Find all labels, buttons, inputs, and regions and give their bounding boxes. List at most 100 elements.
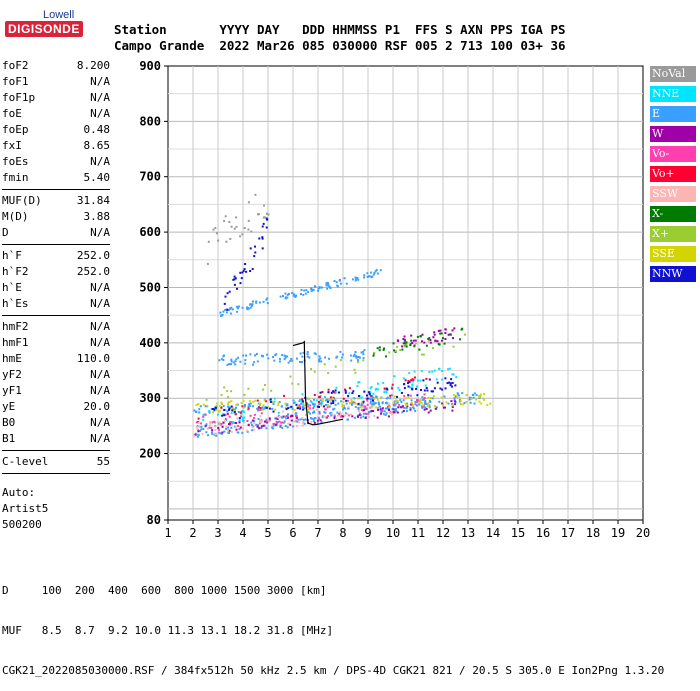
- echo-point: [228, 415, 231, 418]
- header-values: Campo Grande 2022 Mar26 085 030000 RSF 0…: [114, 38, 566, 53]
- echo-point: [447, 368, 450, 371]
- echo-point: [449, 382, 452, 385]
- echo-point: [348, 392, 351, 395]
- echo-point: [295, 294, 298, 297]
- echo-point: [337, 402, 340, 405]
- echo-point: [306, 404, 309, 406]
- echo-point: [339, 412, 342, 415]
- echo-point: [236, 431, 239, 434]
- echo-point: [349, 402, 352, 405]
- echo-point: [333, 407, 336, 410]
- echo-point: [336, 411, 339, 414]
- parameter-panel: foF2 8.200 foF1 N/A foF1p N/A foE N/A foEp 0.48 fx…: [2, 58, 110, 533]
- echo-point: [364, 407, 367, 410]
- echo-point: [353, 416, 356, 419]
- echo-point: [241, 405, 244, 408]
- echo-point: [461, 392, 464, 395]
- echo-point: [208, 426, 211, 429]
- param-value: N/A: [90, 155, 110, 168]
- echo-point: [236, 287, 238, 290]
- echo-point: [374, 406, 377, 409]
- echo-point: [411, 383, 414, 386]
- echo-point: [369, 406, 372, 409]
- echo-point: [259, 407, 262, 409]
- echo-point: [218, 409, 221, 412]
- echo-point: [210, 426, 213, 429]
- echo-point: [305, 414, 307, 416]
- logo-brand: Lowell: [43, 9, 75, 21]
- echo-point: [247, 405, 250, 408]
- echo-point: [376, 388, 379, 391]
- echo-point: [229, 406, 232, 409]
- echo-point: [333, 417, 336, 420]
- echo-point: [239, 415, 242, 418]
- echo-point: [354, 279, 357, 282]
- param-name: hmE: [2, 352, 22, 365]
- echo-point: [252, 363, 254, 366]
- echo-point: [414, 339, 417, 342]
- echo-point: [291, 382, 294, 385]
- echo-point: [225, 425, 228, 428]
- param-row: hmF1 N/A: [2, 335, 110, 351]
- param-name: M(D): [2, 210, 29, 223]
- echo-point: [293, 420, 296, 423]
- echo-point: [392, 408, 395, 411]
- echo-point: [453, 327, 456, 330]
- echo-point: [231, 409, 234, 412]
- echo-point: [428, 378, 431, 381]
- param-row: yE 20.0: [2, 399, 110, 415]
- echo-point: [358, 395, 360, 397]
- echo-point: [357, 361, 359, 364]
- echo-point: [413, 407, 415, 410]
- echo-point: [383, 391, 386, 394]
- y-tick-label: 900: [139, 59, 161, 73]
- echo-point: [460, 328, 463, 331]
- echo-point: [266, 218, 269, 221]
- echo-point: [217, 421, 220, 424]
- echo-point: [226, 410, 229, 413]
- echo-point: [274, 354, 277, 357]
- echo-point: [427, 397, 430, 399]
- echo-point: [362, 415, 365, 418]
- echo-point: [213, 408, 216, 411]
- echo-point: [395, 350, 397, 353]
- echo-point: [333, 391, 336, 394]
- echo-point: [444, 328, 447, 331]
- echo-point: [309, 417, 312, 420]
- echo-point: [433, 333, 436, 336]
- echo-point: [401, 345, 404, 348]
- y-tick-label: 200: [139, 447, 161, 461]
- echo-point: [387, 402, 390, 405]
- param-separator: [2, 473, 110, 474]
- echo-point: [446, 382, 449, 385]
- echo-point: [472, 396, 475, 399]
- echo-point: [230, 430, 233, 433]
- echo-point: [325, 403, 327, 406]
- echo-point: [363, 390, 366, 393]
- echo-point: [362, 350, 364, 353]
- echo-point: [202, 428, 205, 430]
- echo-point: [238, 421, 241, 424]
- echo-point: [268, 417, 271, 420]
- echo-point: [235, 225, 238, 228]
- param-name: h`E: [2, 281, 22, 294]
- echo-point: [454, 403, 457, 406]
- echo-point: [251, 303, 254, 306]
- echo-point: [267, 357, 270, 360]
- echo-point: [243, 268, 246, 271]
- echo-point: [358, 414, 361, 417]
- echo-point: [454, 400, 457, 403]
- echo-point: [313, 411, 316, 414]
- echo-point: [260, 412, 263, 415]
- echo-point: [227, 428, 229, 431]
- echo-point: [302, 408, 305, 411]
- echo-point: [312, 405, 315, 408]
- echo-point: [327, 388, 330, 391]
- echo-point: [240, 412, 243, 415]
- echo-point: [257, 424, 259, 427]
- echo-point: [202, 403, 205, 406]
- echo-point: [369, 394, 372, 397]
- echo-point: [236, 307, 239, 310]
- param-value: 31.84: [76, 194, 110, 207]
- echo-point: [288, 292, 290, 295]
